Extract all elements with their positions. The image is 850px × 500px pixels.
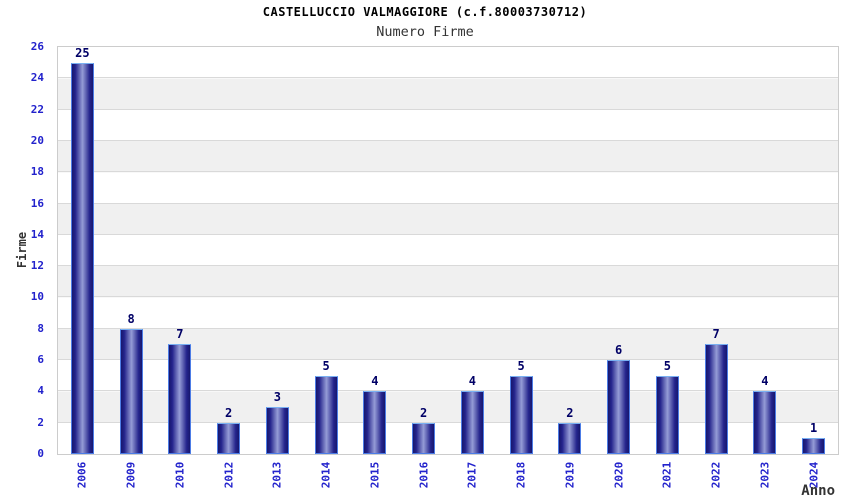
gridline bbox=[58, 77, 838, 79]
gridline bbox=[58, 390, 838, 392]
bar-2016 bbox=[412, 423, 435, 454]
bar-2006 bbox=[71, 63, 94, 454]
gridline bbox=[58, 233, 838, 235]
bar-value-label: 2 bbox=[225, 406, 233, 420]
bar-2017 bbox=[461, 391, 484, 454]
bar-2021 bbox=[656, 376, 679, 454]
y-tick-label: 0 bbox=[37, 447, 44, 460]
y-tick-label: 2 bbox=[37, 415, 44, 429]
gridline bbox=[58, 327, 838, 329]
bar-2020 bbox=[607, 360, 630, 454]
bar-2014 bbox=[315, 376, 338, 454]
y-tick-label: 22 bbox=[30, 102, 44, 116]
bar-2022 bbox=[705, 344, 728, 454]
x-tick-label-2018: 2018 bbox=[514, 461, 528, 489]
gridline bbox=[58, 296, 838, 298]
x-tick-label-2013: 2013 bbox=[270, 461, 284, 489]
x-tick-label-2021: 2021 bbox=[660, 461, 674, 489]
x-tick-label-2022: 2022 bbox=[709, 461, 723, 489]
plot-area: 25 8 7 2 3 5 4 2 4 5 2 6 5 7 4 1 bbox=[57, 46, 839, 455]
x-tick-label-2015: 2015 bbox=[368, 461, 382, 489]
x-tick-label-2016: 2016 bbox=[417, 461, 431, 489]
x-tick-label-2006: 2006 bbox=[75, 461, 89, 489]
bar-value-label: 4 bbox=[468, 374, 476, 388]
y-tick-label: 18 bbox=[30, 165, 44, 179]
bar-2012 bbox=[217, 423, 240, 454]
y-tick-label: 20 bbox=[30, 133, 44, 147]
bar-value-label: 5 bbox=[663, 359, 671, 373]
y-tick-label: 4 bbox=[37, 384, 44, 398]
bar-value-label: 25 bbox=[75, 46, 90, 60]
y-tick-label: 26 bbox=[30, 40, 44, 53]
chart-subtitle: Numero Firme bbox=[376, 24, 474, 40]
gridline bbox=[58, 139, 838, 141]
bar-value-label: 1 bbox=[810, 421, 818, 435]
bar-2013 bbox=[266, 407, 289, 454]
bar-value-label: 2 bbox=[566, 406, 574, 420]
chart-title: CASTELLUCCIO VALMAGGIORE (c.f.8000373071… bbox=[262, 5, 588, 19]
bar-2010 bbox=[168, 344, 191, 454]
bar-value-label: 4 bbox=[371, 374, 379, 388]
gridline bbox=[58, 171, 838, 173]
bar-2023 bbox=[753, 391, 776, 454]
bar-2019 bbox=[558, 423, 581, 454]
gridline bbox=[58, 108, 838, 110]
y-tick-label: 10 bbox=[30, 290, 44, 304]
x-tick-label-2023: 2023 bbox=[758, 461, 772, 489]
bar-2024 bbox=[802, 438, 825, 454]
bar-value-label: 7 bbox=[712, 327, 720, 341]
y-tick-label: 8 bbox=[37, 321, 44, 335]
x-tick-label-2010: 2010 bbox=[173, 461, 187, 489]
x-tick-label-2009: 2009 bbox=[124, 461, 138, 489]
gridline bbox=[58, 359, 838, 361]
bar-2015 bbox=[363, 391, 386, 454]
y-tick-label: 16 bbox=[30, 196, 44, 210]
bar-value-label: 3 bbox=[273, 390, 281, 404]
gridline bbox=[58, 421, 838, 423]
bar-2018 bbox=[510, 376, 533, 454]
bar-value-label: 4 bbox=[761, 374, 769, 388]
x-tick-label-2019: 2019 bbox=[563, 461, 577, 489]
x-tick-label-2014: 2014 bbox=[319, 461, 333, 489]
bar-value-label: 8 bbox=[127, 312, 135, 326]
x-tick-label-2020: 2020 bbox=[612, 461, 626, 489]
x-axis-title: Anno bbox=[801, 483, 835, 499]
y-tick-label: 24 bbox=[30, 71, 44, 85]
bar-value-label: 7 bbox=[176, 327, 184, 341]
bar-value-label: 5 bbox=[322, 359, 330, 373]
bar-value-label: 5 bbox=[517, 359, 525, 373]
gridline bbox=[58, 265, 838, 267]
gridline bbox=[58, 202, 838, 204]
y-tick-label: 14 bbox=[30, 227, 44, 241]
y-tick-label: 6 bbox=[37, 353, 44, 367]
bar-value-label: 2 bbox=[420, 406, 428, 420]
y-tick-label: 12 bbox=[30, 259, 44, 273]
x-tick-label-2012: 2012 bbox=[222, 461, 236, 489]
bar-value-label: 6 bbox=[615, 343, 623, 357]
bar-2009 bbox=[120, 329, 143, 454]
x-tick-label-2017: 2017 bbox=[465, 461, 479, 489]
